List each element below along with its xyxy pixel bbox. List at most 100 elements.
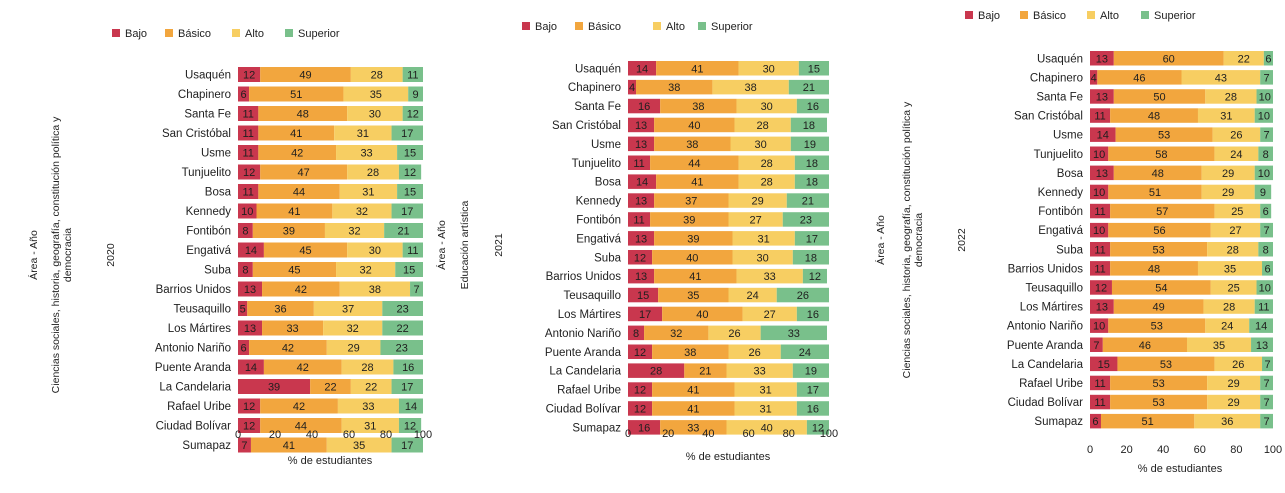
data-label: 53 [1160, 359, 1172, 371]
stacked-bar-chart-2020: Bajo Básico Alto Superior Área - Año Ciencias… [27, 28, 432, 467]
data-label: 41 [290, 128, 302, 140]
bar-segment-superior [391, 125, 423, 141]
data-label: 7 [1093, 340, 1099, 352]
data-label: 8 [1263, 149, 1269, 161]
bar-segment-superior [1260, 203, 1272, 219]
data-label: 26 [1230, 130, 1242, 142]
bar-segment-bajo [1090, 299, 1114, 314]
data-label: 17 [401, 440, 413, 452]
data-label: 53 [1153, 378, 1165, 390]
data-label: 11 [407, 70, 418, 82]
bar-segment-básico [1108, 318, 1206, 333]
data-label: 21 [802, 196, 814, 208]
data-label: 22 [397, 323, 409, 335]
data-label: 11 [1094, 244, 1105, 256]
data-label: 23 [800, 214, 812, 226]
bar-segment-superior [1254, 184, 1272, 200]
data-label: 56 [1153, 225, 1165, 237]
bar-segment-alto [736, 268, 803, 284]
data-label: 28 [1225, 91, 1237, 103]
data-label: 11 [242, 187, 253, 199]
bar-segment-bajo [628, 231, 655, 246]
bar-segment-alto [726, 363, 793, 378]
data-label: 9 [1260, 187, 1266, 199]
bar-segment-básico [636, 79, 713, 95]
data-label: 29 [752, 196, 764, 208]
bar-segment-superior [402, 67, 423, 82]
bar-segment-básico [252, 223, 325, 238]
bar-segment-alto [323, 320, 383, 336]
bar-segment-alto [336, 145, 398, 160]
category-label: Engativá [186, 245, 231, 257]
bar-segment-básico [1110, 242, 1208, 257]
bar-segment-bajo [238, 223, 253, 238]
bar-segment-bajo [628, 401, 653, 416]
bar-segment-alto [339, 281, 411, 297]
data-label: 12 [634, 252, 646, 264]
bar-segment-superior [1254, 108, 1273, 123]
bar-segment-básico [1108, 184, 1202, 200]
data-label: 38 [369, 284, 381, 296]
bar-segment-superior [382, 301, 423, 316]
data-label: 38 [686, 139, 698, 151]
bar-segment-básico [650, 212, 729, 227]
bar-segment-bajo [238, 281, 263, 297]
data-label: 11 [1094, 206, 1105, 218]
data-label: 15 [404, 187, 416, 199]
data-label: 40 [688, 120, 700, 132]
bar-segment-básico [1113, 165, 1202, 181]
category-label: Ciudad Bolívar [156, 421, 232, 433]
data-label: 42 [282, 343, 294, 355]
data-label: 30 [369, 109, 381, 121]
bar-segment-alto [1205, 89, 1257, 104]
data-label: 38 [684, 347, 696, 359]
bar-segment-superior [806, 420, 829, 435]
bar-segment-superior [380, 340, 423, 355]
data-label: 13 [635, 196, 647, 208]
bar-segment-bajo [1090, 165, 1114, 181]
data-label: 13 [1096, 53, 1108, 65]
bar-segment-básico [656, 174, 739, 189]
data-label: 27 [750, 214, 762, 226]
bar-segment-bajo [628, 98, 661, 114]
x-tick-label: 80 [783, 428, 795, 440]
data-label: 16 [638, 422, 650, 434]
data-label: 33 [360, 148, 372, 160]
data-label: 44 [688, 158, 700, 170]
data-label: 21 [397, 226, 409, 238]
data-label: 47 [298, 167, 310, 179]
data-label: 24 [1230, 149, 1242, 161]
data-label: 6 [1265, 53, 1271, 65]
bar-segment-alto [1214, 356, 1263, 372]
category-label: Kennedy [1038, 187, 1084, 199]
bar-segment-bajo [238, 203, 257, 219]
bar-segment-alto [326, 437, 392, 453]
data-label: 38 [692, 101, 704, 113]
bar-segment-superior [397, 184, 423, 199]
data-label: 42 [297, 362, 309, 374]
data-label: 23 [396, 343, 408, 355]
bar-segment-superior [1258, 146, 1273, 161]
data-label: 30 [755, 139, 767, 151]
data-label: 7 [1264, 359, 1270, 371]
bar-segment-bajo [238, 262, 253, 277]
category-label: Barrios Unidos [1008, 263, 1084, 275]
category-label: Sumapaz [572, 422, 621, 434]
data-label: 33 [764, 271, 776, 283]
bar-segment-alto [1207, 242, 1259, 257]
bar-segment-básico [1113, 89, 1206, 104]
category-label: Kennedy [576, 196, 622, 208]
data-label: 40 [686, 252, 698, 264]
bar-segment-bajo [238, 437, 251, 453]
data-label: 11 [1094, 111, 1105, 123]
data-label: 21 [803, 82, 815, 94]
data-label: 29 [1228, 378, 1240, 390]
category-label: Usme [201, 148, 231, 160]
bar-segment-superior [410, 281, 423, 297]
bar-segment-básico [250, 437, 327, 453]
bar-segment-superior [1260, 394, 1273, 410]
bar-segment-alto [332, 203, 392, 219]
legend-label: Bajo [978, 10, 1000, 22]
bar-segment-básico [684, 363, 727, 378]
bar-segment-básico [1115, 127, 1213, 142]
